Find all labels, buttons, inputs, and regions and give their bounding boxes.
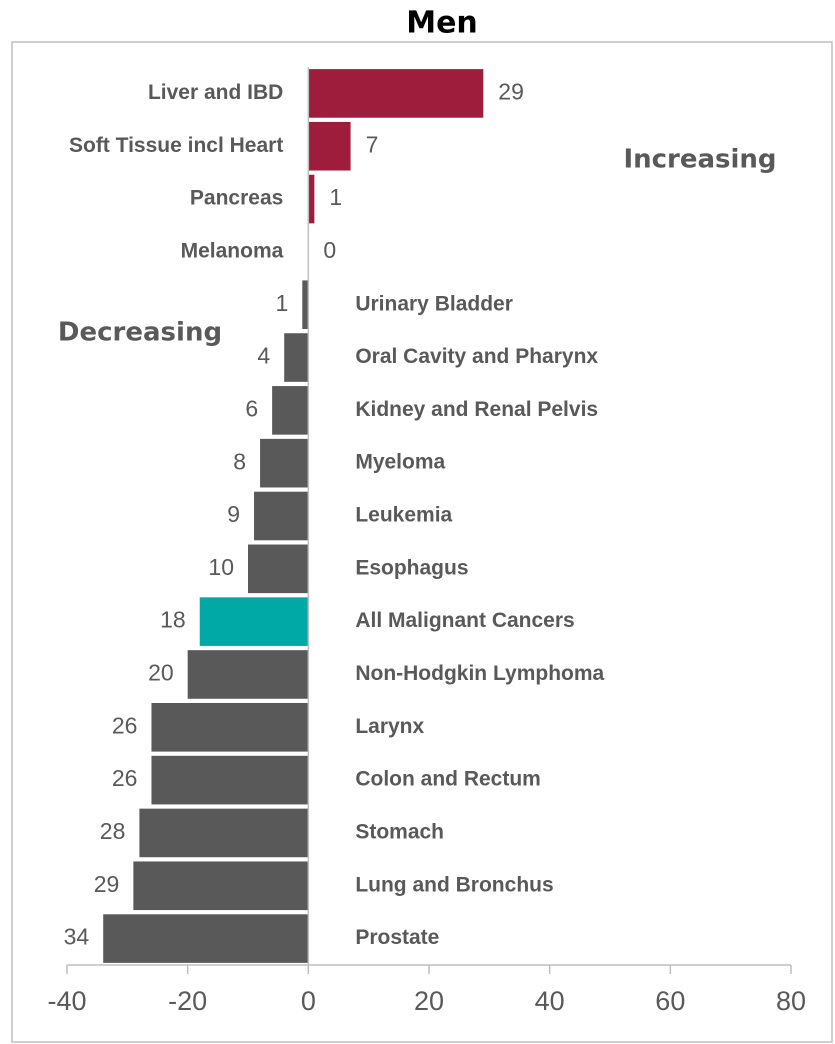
- value-label: 34: [64, 924, 90, 950]
- category-label: All Malignant Cancers: [355, 609, 574, 632]
- value-label: 29: [94, 871, 120, 897]
- bar: [302, 280, 309, 330]
- bar: [133, 861, 309, 911]
- category-label: Urinary Bladder: [355, 292, 513, 315]
- category-label: Kidney and Renal Pelvis: [355, 398, 598, 421]
- x-tick-label: -40: [47, 986, 86, 1016]
- value-label: 7: [366, 131, 379, 157]
- category-label: Prostate: [355, 926, 439, 949]
- bar: [284, 333, 309, 382]
- x-tick-label: 60: [655, 986, 685, 1016]
- bar: [272, 386, 309, 435]
- bar: [254, 491, 309, 541]
- category-label: Leukemia: [355, 504, 452, 527]
- value-label: 10: [208, 554, 234, 580]
- value-label: 0: [323, 237, 336, 263]
- category-label: Liver and IBD: [148, 81, 283, 104]
- value-label: 1: [329, 184, 342, 210]
- chart-frame: [11, 41, 833, 1043]
- value-label: 9: [227, 501, 240, 527]
- x-tick-label: 20: [414, 986, 444, 1016]
- value-label: 8: [233, 448, 246, 474]
- category-label: Lung and Bronchus: [355, 873, 553, 896]
- category-label: Colon and Rectum: [355, 768, 541, 791]
- value-label: 20: [148, 660, 174, 686]
- annotation: Decreasing: [58, 318, 222, 348]
- value-label: 1: [276, 290, 289, 316]
- x-tick-label: -20: [168, 986, 207, 1016]
- bar: [308, 69, 484, 118]
- value-label: 18: [160, 607, 186, 633]
- category-label: Myeloma: [355, 451, 445, 474]
- bar: [139, 808, 309, 858]
- value-label: 26: [112, 765, 138, 791]
- bar: [248, 544, 309, 594]
- value-label: 6: [245, 395, 258, 421]
- bar: [151, 702, 309, 752]
- category-label: Esophagus: [355, 556, 468, 579]
- bar: [199, 597, 309, 646]
- value-label: 4: [257, 343, 270, 369]
- x-tick-label: 0: [301, 986, 316, 1016]
- x-tick-label: 80: [776, 986, 806, 1016]
- category-label: Pancreas: [190, 187, 283, 210]
- category-label: Stomach: [355, 820, 444, 843]
- category-label: Larynx: [355, 715, 424, 738]
- x-tick-label: 40: [535, 986, 565, 1016]
- bar: [260, 438, 309, 488]
- annotation: Increasing: [623, 145, 776, 175]
- chart-title: Men: [406, 6, 478, 41]
- value-label: 26: [112, 712, 138, 738]
- category-label: Melanoma: [181, 239, 284, 262]
- category-label: Oral Cavity and Pharynx: [355, 345, 598, 368]
- category-label: Soft Tissue incl Heart: [69, 134, 283, 157]
- bar: [187, 650, 309, 699]
- bar: [308, 174, 315, 224]
- value-label: 29: [498, 78, 524, 104]
- bar: [151, 755, 309, 805]
- bar: [308, 121, 351, 171]
- value-label: 28: [100, 818, 126, 844]
- bar: [103, 914, 309, 963]
- category-label: Non-Hodgkin Lymphoma: [355, 662, 604, 685]
